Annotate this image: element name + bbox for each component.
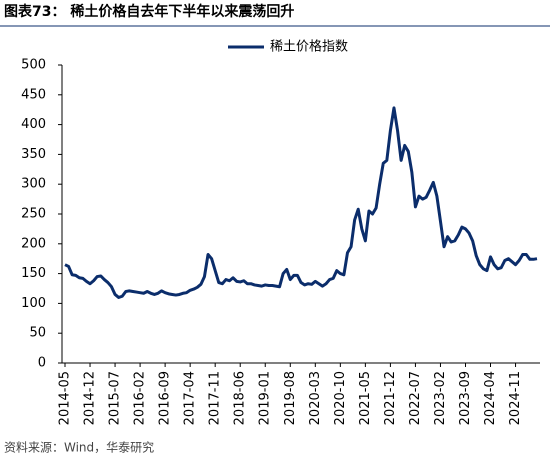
x-tick-label: 2014-12 [83, 371, 98, 425]
x-tick-label: 2023-02 [433, 371, 448, 425]
y-tick-label: 400 [21, 117, 46, 132]
y-tick-label: 250 [21, 207, 46, 222]
x-tick-label: 2016-02 [133, 371, 148, 425]
x-tick-label: 2021-12 [383, 371, 398, 425]
x-tick-label: 2024-04 [483, 371, 498, 425]
y-tick-label: 500 [21, 58, 46, 73]
y-tick-label: 150 [21, 266, 46, 281]
x-tick-label: 2022-07 [408, 371, 423, 425]
y-tick-label: 450 [21, 87, 46, 102]
x-tick-label: 2020-10 [333, 371, 348, 425]
x-tick-label: 2017-04 [183, 371, 198, 425]
x-tick-label: 2024-11 [508, 371, 523, 425]
y-tick-label: 100 [21, 296, 46, 311]
y-tick-label: 300 [21, 177, 46, 192]
chart-title: 图表73： 稀土价格自去年下半年以来震荡回升 [4, 3, 294, 20]
y-tick-label: 50 [29, 326, 46, 341]
x-tick-label: 2019-08 [283, 371, 298, 425]
x-tick-label: 2017-11 [208, 371, 223, 425]
series-line [64, 106, 538, 299]
x-tick-label: 2020-03 [308, 371, 323, 425]
y-tick-label: 0 [38, 356, 46, 371]
x-tick-label: 2016-09 [158, 371, 173, 425]
x-tick-label: 2015-07 [108, 371, 123, 425]
legend-label: 稀土价格指数 [270, 39, 348, 55]
x-tick-label: 2014-05 [58, 371, 73, 425]
x-tick-label: 2018-06 [233, 371, 248, 425]
y-tick-label: 200 [21, 236, 46, 251]
y-tick-label: 350 [21, 147, 46, 162]
source-note: 资料来源：Wind，华泰研究 [4, 440, 154, 455]
x-tick-label: 2021-05 [358, 371, 373, 425]
x-tick-label: 2019-01 [258, 371, 273, 425]
x-tick-label: 2023-09 [458, 371, 473, 425]
